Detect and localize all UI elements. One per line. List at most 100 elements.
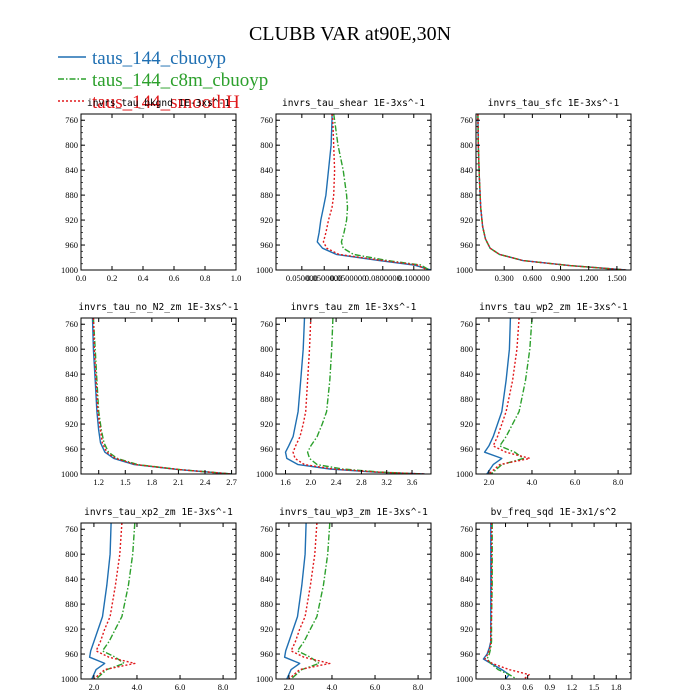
- x-tick-label: 0.2: [107, 273, 118, 283]
- panel-title: invrs_tau_wp3_zm 1E-3xs^-1: [279, 507, 428, 518]
- series-group: [91, 318, 232, 474]
- series-group: [482, 523, 530, 679]
- x-tick-label: 0.0500000: [330, 273, 366, 283]
- y-tick-label: 800: [460, 549, 473, 559]
- series-line-taus_144_cbuoyp: [477, 114, 627, 270]
- y-tick-label: 1000: [456, 674, 473, 684]
- y-tick-label: 960: [460, 240, 473, 250]
- panel-title: invrs_tau_no_N2_zm 1E-3xs^-1: [78, 302, 238, 313]
- x-tick-label: 8.0: [613, 477, 624, 487]
- x-tick-label: 1.200: [579, 273, 598, 283]
- panel-frame: [80, 317, 237, 475]
- panel-2: invrs_tau_shear 1E-3xs^-1 760 800 840 880 920…: [256, 98, 432, 283]
- x-tick-label: 0.0800000: [365, 273, 401, 283]
- x-tick-label: 0.8: [200, 273, 211, 283]
- series-line-taus_144_smoothH: [93, 523, 136, 679]
- y-tick-label: 1000: [456, 469, 473, 479]
- panel-7: invrs_tau_xp2_zm 1E-3xs^-1 760 800 840 880 92…: [61, 507, 237, 692]
- y-tick-label: 920: [65, 215, 78, 225]
- x-tick-label: 2.0: [484, 477, 495, 487]
- y-tick-label: 1000: [256, 674, 273, 684]
- y-tick-label: 800: [65, 140, 78, 150]
- y-tick-label: 800: [65, 549, 78, 559]
- series-line-taus_144_smoothH: [322, 114, 428, 270]
- y-tick-label: 760: [65, 115, 78, 125]
- series-group: [88, 523, 136, 679]
- x-tick-label: 2.4: [200, 477, 211, 487]
- x-tick-label: 1.5: [589, 682, 600, 692]
- x-tick-label: 6.0: [175, 682, 186, 692]
- x-tick-label: 6.0: [570, 477, 581, 487]
- series-group: [477, 114, 627, 270]
- y-tick-label: 840: [460, 165, 473, 175]
- x-tick-label: 1.2: [567, 682, 578, 692]
- x-tick-label: 1.500: [607, 273, 626, 283]
- y-tick-label: 960: [65, 649, 78, 659]
- panel-frame: [475, 113, 632, 271]
- legend-label-0: taus_144_cbuoyp: [92, 48, 226, 69]
- panel-8: invrs_tau_wp3_zm 1E-3xs^-1 760 800 840 880 92…: [256, 507, 432, 692]
- panel-frame: [80, 113, 237, 271]
- series-line-taus_144_c8m_cbuoyp: [477, 114, 627, 270]
- y-tick-label: 840: [260, 165, 273, 175]
- y-tick-label: 840: [260, 369, 273, 379]
- x-tick-label: 0.900: [551, 273, 570, 283]
- series-line-taus_144_cbuoyp: [483, 318, 512, 474]
- y-tick-label: 1000: [456, 265, 473, 275]
- legend-label-2: taus_144_smoothH: [92, 92, 240, 113]
- y-tick-label: 760: [65, 319, 78, 329]
- series-group: [483, 318, 533, 474]
- y-tick-label: 960: [65, 240, 78, 250]
- series-line-taus_144_c8m_cbuoyp: [486, 523, 517, 679]
- x-tick-label: 1.6: [280, 477, 291, 487]
- y-tick-label: 1000: [256, 265, 273, 275]
- x-tick-label: 8.0: [413, 682, 424, 692]
- x-tick-label: 0.050000: [286, 273, 318, 283]
- y-tick-label: 800: [460, 344, 473, 354]
- x-tick-label: 0.0: [76, 273, 87, 283]
- y-tick-label: 760: [460, 524, 473, 534]
- y-tick-label: 760: [260, 319, 273, 329]
- y-tick-label: 800: [65, 344, 78, 354]
- series-line-taus_144_c8m_cbuoyp: [306, 318, 422, 474]
- x-tick-label: 1.2: [93, 477, 104, 487]
- series-line-taus_144_smoothH: [288, 523, 331, 679]
- y-tick-label: 760: [65, 524, 78, 534]
- y-tick-label: 880: [460, 599, 473, 609]
- series-line-taus_144_cbuoyp: [283, 523, 307, 679]
- x-tick-label: 3.2: [381, 477, 392, 487]
- series-line-taus_144_smoothH: [477, 114, 627, 270]
- y-tick-label: 880: [260, 599, 273, 609]
- panel-frame: [475, 317, 632, 475]
- x-tick-label: 1.8: [147, 477, 158, 487]
- series-line-taus_144_smoothH: [92, 318, 232, 474]
- legend: taus_144_cbuoyp taus_144_c8m_cbuoyp taus…: [58, 48, 268, 113]
- x-tick-label: 0.0500000: [306, 273, 342, 283]
- x-tick-label: 0.6: [522, 682, 533, 692]
- y-tick-label: 920: [260, 624, 273, 634]
- y-tick-label: 960: [260, 649, 273, 659]
- series-group: [283, 523, 331, 679]
- x-tick-label: 1.0: [231, 273, 242, 283]
- series-line-taus_144_c8m_cbuoyp: [92, 318, 232, 474]
- series-group: [316, 114, 431, 270]
- y-tick-label: 880: [460, 394, 473, 404]
- series-line-taus_144_smoothH: [488, 318, 531, 474]
- legend-entry-1: taus_144_c8m_cbuoyp: [58, 70, 268, 91]
- panel-6: invrs_tau_wp2_zm 1E-3xs^-1 760 800 840 880 92…: [456, 302, 632, 487]
- y-tick-label: 960: [65, 444, 78, 454]
- y-tick-label: 880: [460, 190, 473, 200]
- y-tick-label: 840: [65, 369, 78, 379]
- figure-title: CLUBB VAR at90E,30N: [249, 23, 451, 45]
- series-line-taus_144_cbuoyp: [284, 318, 425, 474]
- y-tick-label: 920: [260, 215, 273, 225]
- series-line-taus_144_c8m_cbuoyp: [290, 523, 331, 679]
- y-tick-label: 920: [460, 215, 473, 225]
- panel-title: bv_freq_sqd 1E-3x1/s^2: [491, 507, 617, 518]
- panel-3: invrs_tau_sfc 1E-3xs^-1 760 800 840 880 920 96…: [456, 98, 632, 283]
- y-tick-label: 800: [460, 140, 473, 150]
- panel-title: invrs_tau_wp2_zm 1E-3xs^-1: [479, 302, 628, 313]
- y-tick-label: 1000: [61, 674, 78, 684]
- series-line-taus_144_c8m_cbuoyp: [95, 523, 136, 679]
